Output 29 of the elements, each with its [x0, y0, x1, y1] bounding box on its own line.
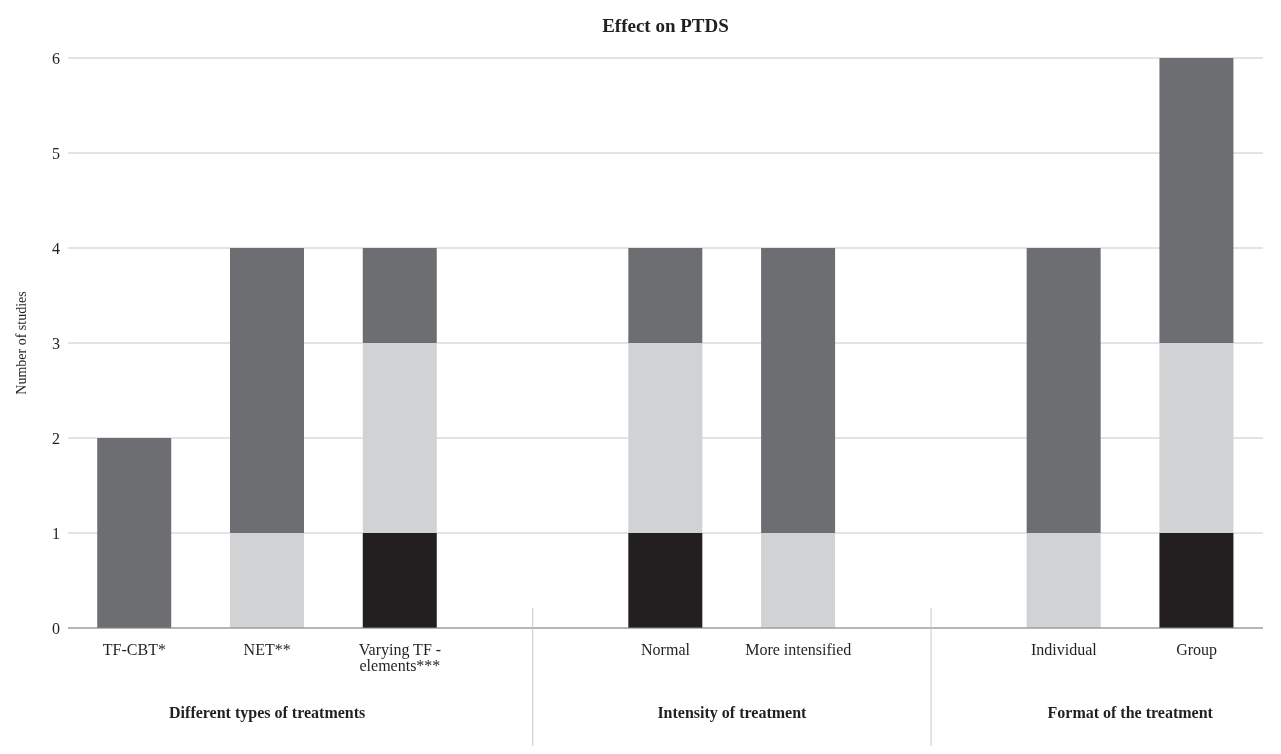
- bar: [628, 533, 703, 628]
- x-tick-label: TF-CBT*: [102, 641, 166, 659]
- bar: [362, 248, 437, 343]
- y-tick-label: 4: [52, 239, 60, 257]
- text: Intensity of treatment: [657, 704, 808, 722]
- y-tick-label: 5: [52, 144, 60, 162]
- y-tick-label: 6: [52, 49, 60, 67]
- bar: [761, 248, 836, 533]
- y-tick-label: 0: [52, 619, 60, 637]
- bar: [362, 533, 437, 628]
- text: Format of the treatment: [1047, 704, 1214, 721]
- text: Different types of treatments: [169, 704, 366, 722]
- x-tick-label: NET**: [243, 641, 291, 659]
- bar: [229, 248, 304, 533]
- x-tick-label: Group: [1176, 641, 1218, 660]
- bar: [628, 248, 703, 343]
- y-tick-label: 2: [52, 429, 60, 447]
- x-tick-label: More intensified: [745, 641, 852, 659]
- chart-title: Effect on PTDS: [602, 15, 729, 36]
- x-tick-label: Individual: [1030, 641, 1098, 659]
- x-tick-label: Normal: [641, 641, 691, 659]
- bar: [1159, 58, 1234, 343]
- bar: [97, 438, 172, 628]
- bar: [1159, 533, 1234, 628]
- y-axis-title: Number of studies: [13, 291, 29, 395]
- bar: [1026, 248, 1101, 533]
- x-tick-label: Varying TF - elements***: [358, 641, 442, 675]
- y-tick-label: 3: [52, 334, 60, 352]
- y-tick-label: 1: [52, 524, 60, 542]
